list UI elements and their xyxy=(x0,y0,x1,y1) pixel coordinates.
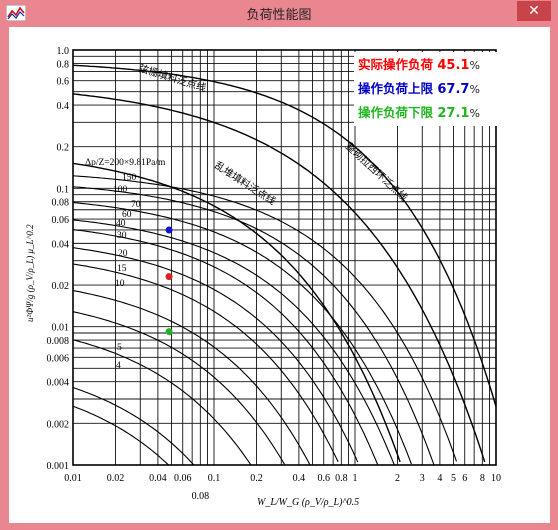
pressure-drop-label-5: 5 xyxy=(117,343,122,353)
pressure-drop-label-30: 30 xyxy=(117,231,127,241)
title-bar[interactable]: 负荷性能图 ✕ xyxy=(0,0,558,26)
legend-actual-label: 实际操作负荷 xyxy=(358,57,434,72)
x-tick-label: 6 xyxy=(462,473,467,484)
x-tick-label: 0.1 xyxy=(208,473,221,484)
pressure-drop-label-15: 15 xyxy=(117,264,127,274)
pressure-drop-curve xyxy=(72,339,252,465)
load-legend: 实际操作负荷 45.1% 操作负荷上限 67.7% 操作负荷下限 27.1% xyxy=(354,52,512,126)
pressure-drop-label-100: 100 xyxy=(113,185,128,195)
pressure-drop-label-150: 150 xyxy=(122,173,137,183)
pressure-drop-label-200: Δp/Z=200×9.81Pa/m xyxy=(85,158,166,168)
app-icon xyxy=(6,5,26,21)
y-tick-label: 0.001 xyxy=(47,461,70,472)
legend-actual-unit: % xyxy=(469,59,480,72)
legend-upper-label: 操作负荷上限 xyxy=(358,81,434,96)
legend-item-upper: 操作负荷上限 67.7% xyxy=(358,78,480,98)
flood-line-grid-packing xyxy=(72,93,486,463)
y-tick-label: 0.4 xyxy=(57,101,70,112)
legend-lower-label: 操作负荷下限 xyxy=(358,105,434,120)
flood-line-label-raschig: 整砌拉西环泛点线 xyxy=(343,140,410,204)
x-tick-label: 0.4 xyxy=(293,473,306,484)
x-tick-label: 3 xyxy=(420,473,425,484)
pressure-drop-curve xyxy=(72,201,412,465)
pressure-drop-curve xyxy=(72,387,195,466)
x-tick-label: 10 xyxy=(491,473,501,484)
pressure-drop-curve xyxy=(72,186,435,466)
pressure-drop-curve xyxy=(72,229,379,465)
x-tick-label: 2 xyxy=(395,473,400,484)
pressure-drop-curve xyxy=(72,405,170,466)
pressure-drop-curve xyxy=(72,263,339,463)
pressure-drop-label-70: 70 xyxy=(131,200,141,210)
pressure-drop-label-60: 60 xyxy=(122,210,132,220)
operating-point-actual xyxy=(165,273,173,281)
y-tick-label: 0.008 xyxy=(47,336,70,347)
y-tick-label: 0.002 xyxy=(47,419,70,430)
y-tick-label: 0.02 xyxy=(52,281,70,292)
pressure-drop-label-10: 10 xyxy=(115,279,125,289)
x-tick-label: 4 xyxy=(437,473,442,484)
flood-line-label-random: 乱堆填料泛点线 xyxy=(212,159,278,208)
y-tick-label: 0.06 xyxy=(52,215,70,226)
pressure-drop-curve xyxy=(72,290,311,465)
pressure-drop-curve xyxy=(72,219,396,466)
pressure-drop-curve xyxy=(72,247,359,463)
y-axis-label: u²ΦΨ/g (ρ_V/ρ_L) μ_L^0.2 xyxy=(25,224,35,322)
window-title: 负荷性能图 xyxy=(246,8,312,23)
chart-panel: 0.01 0.02 0.04 0.06 0.1 0.2 0.4 0.6 0.8 1 2 4 6 8 10 0.… xyxy=(9,27,550,523)
x-tick-label: 0.8 xyxy=(335,473,348,484)
legend-item-actual: 实际操作负荷 45.1% xyxy=(358,54,480,74)
pressure-drop-curve xyxy=(72,311,285,465)
operating-point-upper xyxy=(165,226,173,234)
plot-frame xyxy=(72,49,497,466)
x-tick-label: 5 xyxy=(451,473,456,484)
legend-upper-value: 67.7 xyxy=(437,82,470,97)
x-tick-label: 0.08 xyxy=(192,491,210,502)
legend-actual-value: 45.1 xyxy=(437,58,470,73)
x-tick-label: 0.2 xyxy=(250,473,263,484)
pressure-drop-label-40: 40 xyxy=(116,219,126,229)
pressure-drop-label-20: 20 xyxy=(118,249,128,259)
y-tick-label: 0.2 xyxy=(57,143,70,154)
pressure-drop-curve xyxy=(72,175,458,462)
legend-upper-unit: % xyxy=(469,83,480,96)
x-tick-label: 1 xyxy=(353,473,358,484)
close-button[interactable]: ✕ xyxy=(517,1,551,21)
y-tick-label: 1.0 xyxy=(57,46,70,57)
x-tick-label: 0.01 xyxy=(64,473,82,484)
legend-item-lower: 操作负荷下限 27.1% xyxy=(358,102,480,122)
y-tick-label: 0.006 xyxy=(47,353,70,364)
y-tick-label: 0.004 xyxy=(47,378,70,389)
y-tick-label: 0.04 xyxy=(52,239,70,250)
legend-lower-value: 27.1 xyxy=(437,106,470,121)
pressure-drop-label-4: 4 xyxy=(116,361,121,371)
y-tick-label: 0.01 xyxy=(52,323,70,334)
x-tick-label: 0.04 xyxy=(149,473,167,484)
x-axis-label: W_L/W_G (ρ_V/ρ_L)^0.5 xyxy=(257,497,359,508)
flood-line-raschig-ring xyxy=(72,64,497,407)
x-tick-label: 8 xyxy=(480,473,485,484)
legend-lower-unit: % xyxy=(469,107,480,120)
y-tick-label: 0.8 xyxy=(57,59,70,70)
x-tick-label: 0.06 xyxy=(174,473,192,484)
y-tick-label: 0.1 xyxy=(57,184,70,195)
x-tick-label: 0.6 xyxy=(317,473,330,484)
y-tick-label: 0.6 xyxy=(57,77,70,88)
y-tick-label: 0.08 xyxy=(52,198,70,209)
operating-point-lower xyxy=(165,328,173,336)
x-tick-label: 0.02 xyxy=(107,473,125,484)
